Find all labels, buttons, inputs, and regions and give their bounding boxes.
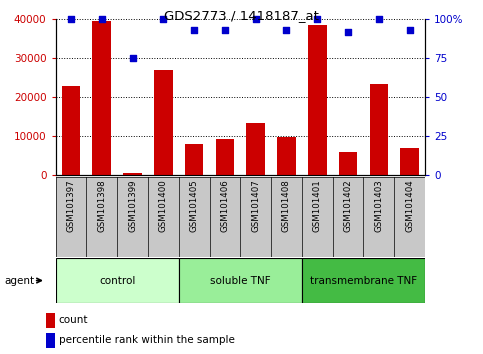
Point	[190, 28, 198, 33]
Point	[98, 17, 106, 22]
Bar	[154, 70, 172, 175]
Bar	[123, 173, 142, 175]
Bar	[215, 139, 234, 175]
Point	[406, 28, 413, 33]
Point	[221, 28, 229, 33]
Bar	[240, 177, 271, 257]
Bar	[210, 177, 240, 257]
Text: GDS2773 / 1418187_at: GDS2773 / 1418187_at	[164, 9, 319, 22]
Bar	[86, 177, 117, 257]
Bar	[117, 177, 148, 257]
Point	[159, 17, 167, 22]
Bar	[369, 84, 388, 175]
Text: GSM101399: GSM101399	[128, 179, 137, 232]
Text: GSM101406: GSM101406	[220, 179, 229, 232]
Bar	[302, 177, 333, 257]
Text: control: control	[99, 275, 135, 286]
Text: transmembrane TNF: transmembrane TNF	[310, 275, 417, 286]
Text: GSM101403: GSM101403	[374, 179, 384, 232]
Point	[283, 28, 290, 33]
Bar	[271, 177, 302, 257]
Bar	[308, 25, 327, 175]
Text: soluble TNF: soluble TNF	[210, 275, 270, 286]
Text: GSM101400: GSM101400	[159, 179, 168, 232]
Bar	[364, 177, 394, 257]
Point	[344, 29, 352, 35]
Bar	[46, 313, 55, 328]
Bar	[148, 177, 179, 257]
Text: GSM101408: GSM101408	[282, 179, 291, 232]
Text: GSM101405: GSM101405	[190, 179, 199, 232]
Bar	[339, 152, 357, 175]
Bar	[185, 144, 203, 175]
Point	[313, 17, 321, 22]
Text: GSM101402: GSM101402	[343, 179, 353, 232]
FancyBboxPatch shape	[179, 258, 302, 303]
Bar	[333, 177, 364, 257]
Text: GSM101407: GSM101407	[251, 179, 260, 232]
Text: count: count	[58, 315, 88, 325]
Bar	[277, 137, 296, 175]
Text: GSM101401: GSM101401	[313, 179, 322, 232]
Text: percentile rank within the sample: percentile rank within the sample	[58, 335, 234, 345]
Text: GSM101397: GSM101397	[67, 179, 75, 232]
Point	[67, 17, 75, 22]
FancyBboxPatch shape	[302, 258, 425, 303]
Bar	[62, 86, 80, 175]
Bar	[56, 177, 86, 257]
Point	[252, 17, 259, 22]
Text: GSM101404: GSM101404	[405, 179, 414, 232]
Bar	[92, 22, 111, 175]
Bar	[46, 332, 55, 348]
Point	[128, 56, 136, 61]
Bar	[394, 177, 425, 257]
Text: agent: agent	[5, 275, 35, 286]
Bar	[400, 148, 419, 175]
Point	[375, 17, 383, 22]
FancyBboxPatch shape	[56, 258, 179, 303]
Bar	[246, 123, 265, 175]
Bar	[179, 177, 210, 257]
Text: GSM101398: GSM101398	[97, 179, 106, 232]
